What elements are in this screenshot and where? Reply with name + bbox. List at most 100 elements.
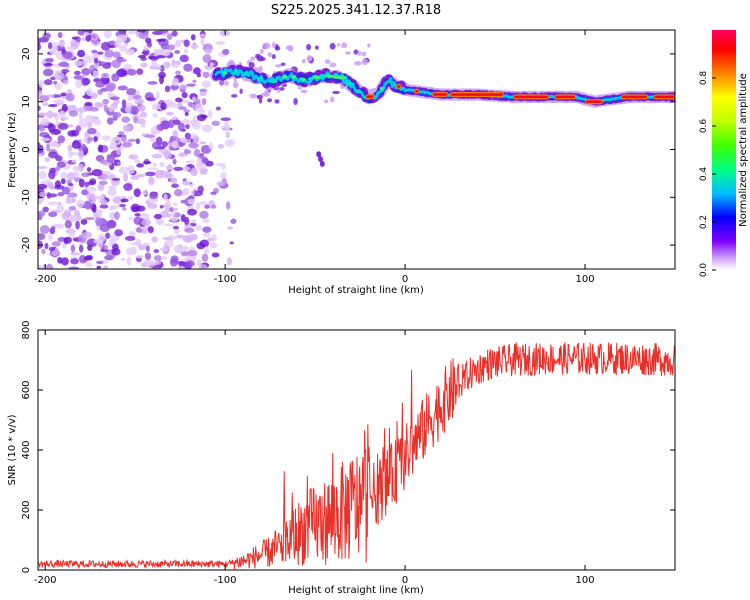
spectrogram-noise-blob bbox=[178, 266, 185, 269]
spectrogram-ridge-peak bbox=[433, 93, 448, 96]
spectrogram-noise-blob bbox=[61, 106, 68, 112]
spectrogram-noise-blob bbox=[97, 144, 104, 153]
spectrogram-noise-blob bbox=[89, 64, 96, 73]
spectrogram-noise-blob bbox=[144, 134, 155, 138]
spectrogram-noise-blob bbox=[56, 204, 65, 213]
spectrogram-noise-blob bbox=[61, 257, 69, 266]
spectrogram-noise-blob bbox=[53, 80, 58, 85]
spectrogram-noise-blob bbox=[183, 216, 190, 225]
spectrogram-noise-blob bbox=[47, 42, 53, 49]
spectrogram-noise-blob bbox=[168, 145, 173, 151]
spectrogram-noise-blob bbox=[88, 180, 96, 186]
spectrogram-noise-blob bbox=[171, 207, 179, 211]
spectrogram-ridge-peak bbox=[291, 75, 297, 79]
spectrogram-noise-blob bbox=[122, 207, 127, 211]
spectrogram-noise-blob bbox=[183, 63, 193, 72]
spectrogram-scatter-blob bbox=[259, 48, 264, 54]
spectrogram-noise-blob bbox=[100, 199, 108, 205]
spectrogram-noise-blob bbox=[105, 232, 111, 239]
spectrogram-noise-blob bbox=[169, 216, 179, 222]
spectrogram-noise-blob bbox=[101, 174, 109, 180]
spectrogram-noise-blob bbox=[128, 217, 133, 221]
spectrogram-noise-blob bbox=[83, 31, 90, 36]
spectrogram-noise-blob bbox=[171, 64, 180, 68]
spectrogram-noise-blob bbox=[108, 212, 116, 220]
spectrogram-noise-blob bbox=[50, 226, 56, 230]
spectrogram-noise-blob bbox=[175, 234, 186, 239]
spectrogram-noise-blob bbox=[111, 136, 121, 142]
spectrogram-noise-blob bbox=[39, 95, 50, 102]
spectrogram-ridge-peak bbox=[586, 100, 603, 103]
spectrogram-scatter-blob bbox=[354, 61, 362, 66]
spectrogram-noise-blob bbox=[109, 205, 115, 211]
snr-x-tick-label: 0 bbox=[402, 575, 408, 586]
spectrogram-noise-blob bbox=[123, 64, 133, 70]
spectrogram-noise-blob bbox=[81, 37, 87, 41]
spectrogram-noise-blob bbox=[103, 265, 108, 269]
spectrogram-noise-blob bbox=[179, 137, 188, 143]
spectrogram-noise-blob bbox=[121, 99, 127, 108]
spectrogram-noise-blob bbox=[97, 239, 104, 248]
spectrogram-noise-blob bbox=[177, 122, 185, 132]
spectrogram-noise-blob bbox=[68, 110, 79, 117]
spectrogram-noise-blob bbox=[169, 258, 178, 267]
spectrogram-scatter-blob bbox=[297, 86, 303, 90]
spectrogram-noise-blob bbox=[38, 37, 41, 46]
spectrogram-noise-blob bbox=[43, 79, 53, 86]
spectrogram-noise-blob bbox=[58, 61, 70, 67]
spectrogram-noise-blob bbox=[114, 211, 120, 220]
spectrogram-noise-blob bbox=[86, 192, 96, 201]
spectrogram-noise-blob bbox=[100, 41, 111, 51]
spectrogram-noise-blob bbox=[116, 161, 121, 166]
spectrogram-noise-blob bbox=[38, 170, 47, 180]
spectrogram-noise-blob bbox=[202, 71, 210, 79]
spectrogram-noise-blob bbox=[216, 181, 226, 187]
spectrogram-noise-blob bbox=[121, 198, 129, 203]
spectrogram-noise-blob bbox=[167, 33, 173, 41]
spectrogram-noise-blob bbox=[199, 141, 206, 145]
spectrogram-noise-blob bbox=[48, 234, 53, 242]
spectrogram-noise-blob bbox=[167, 44, 176, 51]
spectrogram-noise-blob bbox=[44, 242, 49, 250]
spectrogram-scatter-blob bbox=[332, 90, 340, 95]
spectrogram-noise-blob bbox=[51, 249, 59, 256]
spectrogram-noise-blob bbox=[186, 83, 196, 87]
spectrogram-noise-blob bbox=[81, 74, 87, 78]
spectrogram-noise-blob bbox=[207, 109, 213, 119]
spectrogram-noise-blob bbox=[196, 73, 202, 78]
spectrogram-noise-blob bbox=[140, 218, 152, 227]
spectrogram-noise-blob bbox=[47, 181, 54, 189]
spectrogram-noise-blob bbox=[202, 226, 212, 233]
spectrogram-ridge-peak bbox=[269, 79, 278, 84]
spectrogram-noise-blob bbox=[111, 177, 121, 181]
spectrogram-noise-blob bbox=[152, 112, 158, 118]
spectrogram-noise-blob bbox=[126, 88, 137, 96]
spectrogram-noise-blob bbox=[108, 44, 115, 48]
spectrogram-noise-blob bbox=[40, 118, 50, 126]
spectrogram-scatter-blob bbox=[239, 88, 243, 94]
spectrogram-noise-blob bbox=[174, 50, 181, 54]
spectrogram-noise-blob bbox=[151, 141, 162, 150]
spectrogram-noise-blob bbox=[61, 69, 70, 74]
spectrogram-noise-blob bbox=[71, 36, 79, 40]
spectrogram-noise-blob bbox=[42, 68, 54, 77]
spectrogram-noise-blob bbox=[142, 161, 152, 165]
spectrogram-noise-blob bbox=[204, 204, 210, 209]
spectrogram-noise-blob bbox=[147, 81, 158, 85]
spectrogram-noise-blob bbox=[208, 142, 213, 150]
spectrogram-noise-blob bbox=[66, 172, 76, 180]
spectrogram-ridge-peak bbox=[281, 74, 288, 79]
spectrogram-noise-blob bbox=[183, 109, 191, 113]
spectrogram-noise-blob bbox=[199, 168, 209, 172]
spectrogram-noise-blob bbox=[57, 122, 69, 130]
spectrogram-noise-blob bbox=[225, 131, 230, 139]
spectrogram-noise-blob bbox=[118, 131, 125, 135]
spectrogram-noise-blob bbox=[112, 51, 121, 59]
spectrogram-image bbox=[38, 30, 675, 269]
spectrogram-noise-blob bbox=[171, 140, 179, 150]
spectrogram-noise-blob bbox=[156, 55, 166, 59]
spectrogram-noise-blob bbox=[172, 202, 178, 206]
spectrogram-noise-blob bbox=[51, 241, 61, 247]
spectrogram-noise-blob bbox=[193, 148, 201, 157]
